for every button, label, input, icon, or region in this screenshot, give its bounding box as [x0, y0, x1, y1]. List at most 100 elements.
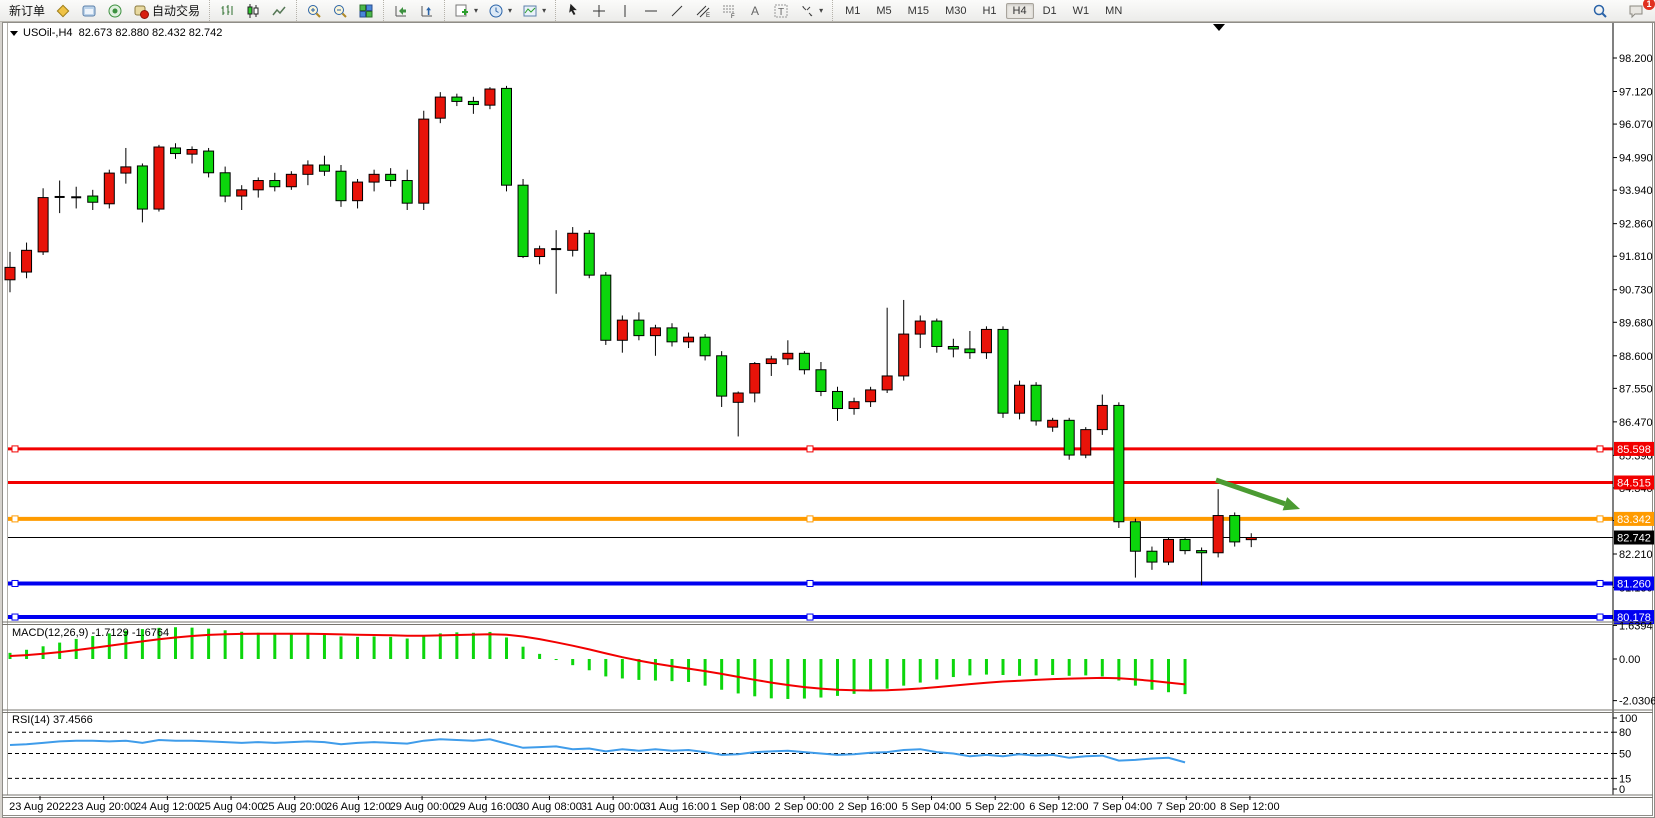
time-axis-label: 31 Aug 16:00	[644, 801, 709, 813]
candle-bearish	[1146, 550, 1158, 563]
time-axis-label: 1 Sep 08:00	[711, 801, 770, 813]
candle-bullish	[236, 189, 248, 197]
candle-bearish	[203, 150, 215, 174]
hline-price-badge: 83.342	[1617, 514, 1651, 526]
candle-bullish	[1014, 384, 1026, 414]
arrow-head-icon[interactable]	[1282, 497, 1300, 511]
trendline-tool-button[interactable]	[664, 1, 690, 21]
template-button[interactable]: ▾	[517, 1, 551, 21]
indicator-window-button-1[interactable]	[388, 1, 414, 21]
tile-windows-button[interactable]	[353, 1, 379, 21]
candlestick-mode-button[interactable]	[240, 1, 266, 21]
zoom-in-button[interactable]	[301, 1, 327, 21]
bar-chart-mode-button[interactable]	[214, 1, 240, 21]
price-axis-label: 86.470	[1619, 417, 1653, 429]
candle-bearish	[451, 96, 463, 102]
shapes-tool-button[interactable]: ▾	[794, 1, 828, 21]
candle-bearish	[600, 274, 612, 341]
line-handle[interactable]	[1596, 445, 1604, 453]
vertical-line-tool-button[interactable]	[612, 1, 638, 21]
new-chart-button[interactable]: ▾	[449, 1, 483, 21]
notifications-button[interactable]: 1	[1623, 0, 1655, 21]
timeframe-h4[interactable]: H4	[1005, 2, 1034, 19]
price-axis-label: 96.070	[1619, 119, 1653, 131]
chart-arrow-right-icon	[393, 3, 409, 19]
search-button[interactable]	[1587, 1, 1613, 21]
line-handle[interactable]	[11, 515, 19, 523]
new-order-button[interactable]: 新订单	[4, 0, 50, 21]
candle-bullish	[285, 173, 297, 188]
candle-bearish	[517, 184, 529, 258]
timeframe-m30[interactable]: M30	[945, 4, 967, 17]
candlestick-icon	[245, 3, 261, 19]
fibonacci-tool-button[interactable]: F	[716, 1, 742, 21]
crosshair-icon	[591, 3, 607, 19]
chart-window-button[interactable]	[50, 1, 76, 21]
arrow-shaft[interactable]	[1215, 477, 1286, 507]
candle-bearish	[318, 164, 330, 172]
line-handle[interactable]	[1596, 579, 1604, 587]
timeframe-m15[interactable]: M15	[907, 4, 930, 17]
candle-bullish	[120, 166, 132, 174]
line-handle[interactable]	[11, 613, 19, 621]
horizontal-line-tool-button[interactable]	[638, 1, 664, 21]
timeframe-d1[interactable]: D1	[1042, 4, 1057, 17]
line-handle[interactable]	[1596, 515, 1604, 523]
hline-price-badge: 81.260	[1617, 578, 1651, 590]
candle-bullish	[368, 173, 380, 183]
period-button[interactable]: ▾	[483, 1, 517, 21]
chart-shift-marker-icon[interactable]	[1213, 24, 1225, 31]
signals-button[interactable]	[102, 1, 128, 21]
text-icon: A	[747, 3, 763, 19]
timeframe-h1[interactable]: H1	[982, 4, 997, 17]
template-icon	[522, 3, 538, 19]
candle-bearish	[947, 345, 959, 350]
symbol-dropdown-icon[interactable]	[10, 30, 18, 36]
zoom-out-button[interactable]	[327, 1, 353, 21]
timeframe-mn[interactable]: MN	[1105, 4, 1123, 17]
candle-bearish	[832, 390, 843, 410]
candle-bullish	[914, 320, 926, 335]
line-handle[interactable]	[806, 613, 814, 621]
main-toolbar: 新订单 自动交易	[0, 0, 1655, 22]
time-axis-label: 23 Aug 20:00	[71, 801, 136, 813]
channel-tool-button[interactable]: E	[690, 1, 716, 21]
candle-bearish	[815, 369, 827, 392]
price-axis-label: 93.940	[1619, 185, 1653, 197]
line-handle[interactable]	[11, 445, 19, 453]
candle-bullish	[782, 352, 794, 360]
crosshair-tool-button[interactable]	[586, 1, 612, 21]
timeframe-w1[interactable]: W1	[1072, 4, 1090, 17]
label-tool-button[interactable]: T	[768, 1, 794, 21]
svg-text:A: A	[751, 4, 759, 18]
chat-bubble-icon	[1628, 3, 1644, 19]
price-axis-label: 82.210	[1619, 549, 1653, 561]
text-tool-button[interactable]: A	[742, 1, 768, 21]
line-chart-mode-button[interactable]	[266, 1, 292, 21]
indicator-window-button-2[interactable]	[414, 1, 440, 21]
timeframe-m1[interactable]: M1	[845, 4, 861, 17]
chart-window-frame	[2, 22, 1653, 816]
candle-bearish	[633, 319, 645, 337]
autotrading-button[interactable]: 自动交易	[128, 0, 205, 21]
candle-bearish	[269, 180, 281, 188]
candle-bullish	[567, 232, 579, 251]
hline-price-badge-bg	[1614, 475, 1654, 490]
line-handle[interactable]	[806, 579, 814, 587]
timeframe-m5[interactable]: M5	[876, 4, 892, 17]
time-axis-label: 24 Aug 12:00	[135, 801, 200, 813]
candle-bearish	[1129, 521, 1141, 552]
candle-bullish	[153, 146, 165, 210]
candle-bearish	[219, 172, 231, 197]
line-handle[interactable]	[11, 579, 19, 587]
candle-bullish	[21, 249, 33, 273]
line-handle[interactable]	[806, 515, 814, 523]
line-handle[interactable]	[806, 445, 814, 453]
line-handle[interactable]	[1596, 613, 1604, 621]
rsi-axis-label: 0	[1619, 784, 1625, 796]
price-axis-label: 87.550	[1619, 383, 1653, 395]
market-watch-button[interactable]	[76, 1, 102, 21]
cursor-tool-button[interactable]	[560, 1, 586, 21]
